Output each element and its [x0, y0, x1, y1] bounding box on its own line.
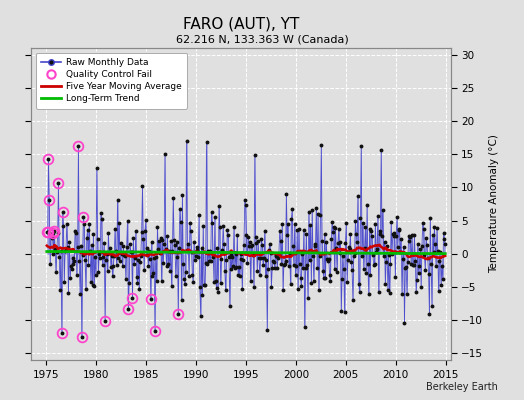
- Legend: Raw Monthly Data, Quality Control Fail, Five Year Moving Average, Long-Term Tren: Raw Monthly Data, Quality Control Fail, …: [36, 52, 187, 109]
- Title: FARO (AUT), YT: FARO (AUT), YT: [183, 16, 299, 32]
- Text: Berkeley Earth: Berkeley Earth: [426, 382, 498, 392]
- Text: 62.216 N, 133.363 W (Canada): 62.216 N, 133.363 W (Canada): [176, 34, 348, 44]
- Y-axis label: Temperature Anomaly (°C): Temperature Anomaly (°C): [488, 134, 499, 274]
